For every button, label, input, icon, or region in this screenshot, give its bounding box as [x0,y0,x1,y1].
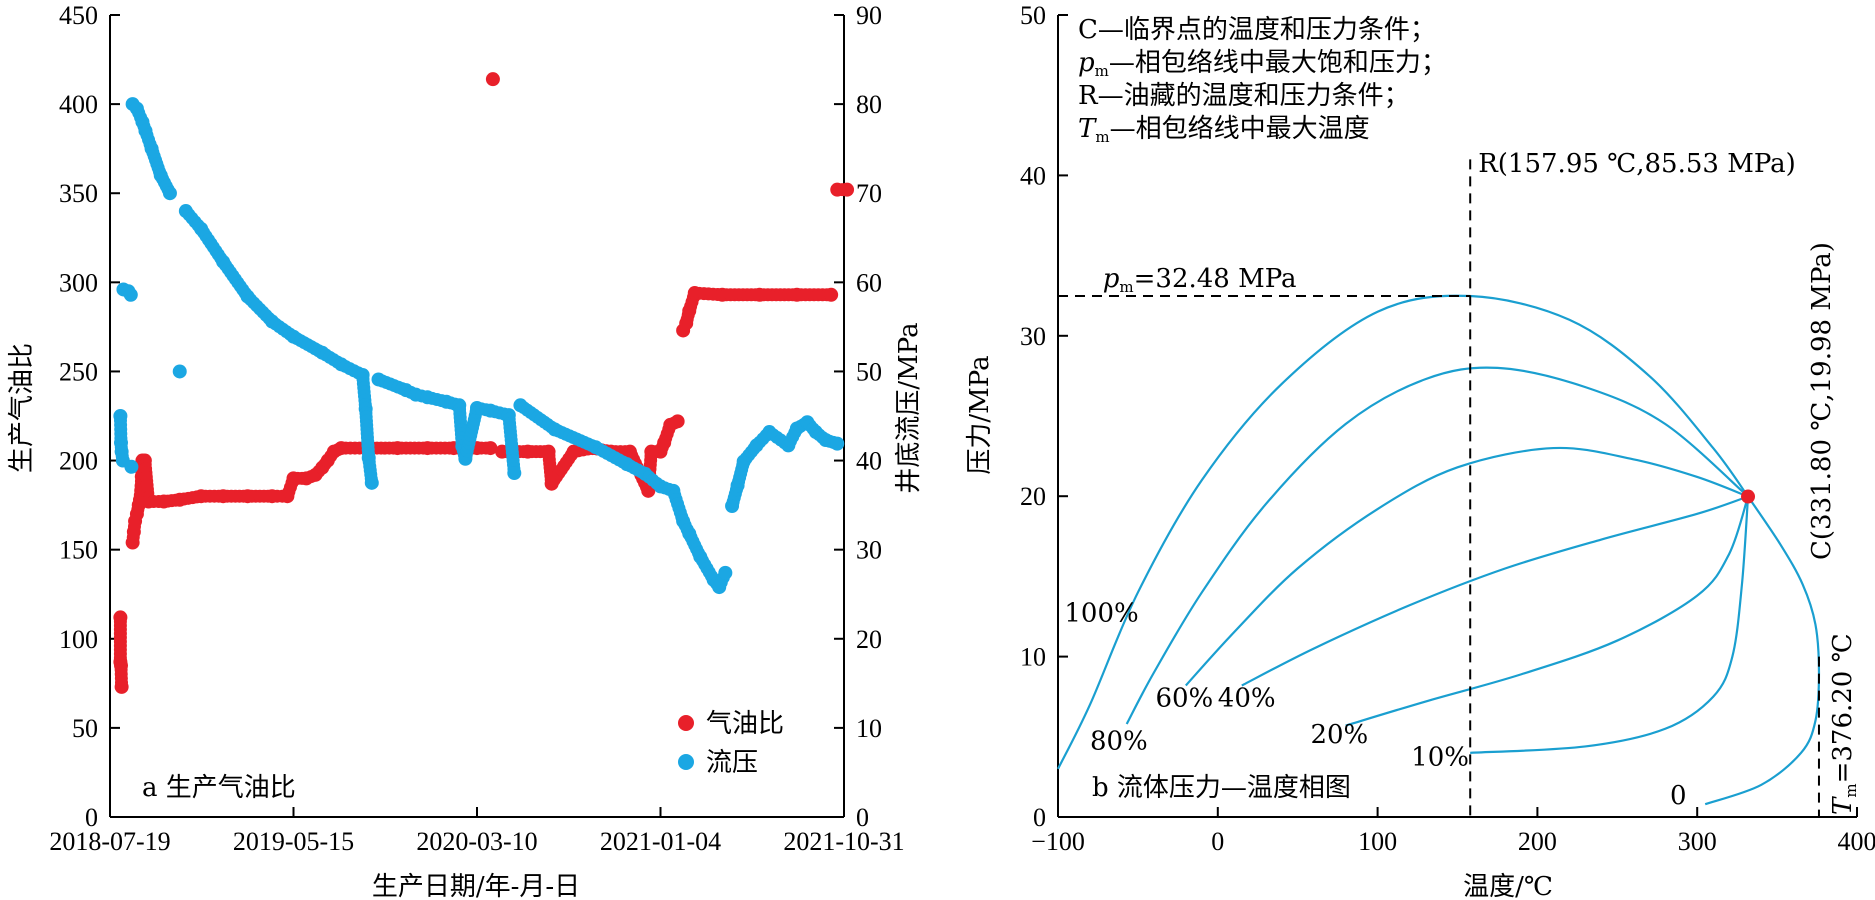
quality-curve-100pct [1057,294,1749,770]
gor-point [840,182,855,197]
panel-a-axes: 0 50 100 150 200 250 300 350 400 450 0 10 20 30 40 50 60… [49,1,904,856]
critical-point-label: C(331.80 ℃,19.98 MPa) [1807,242,1837,560]
panel-a-x-axis-title: 生产日期/年-月-日 [372,872,580,900]
right-y-tick-label: 70 [856,179,882,208]
phase-envelope-curves [1057,294,1821,806]
quality-line-labels: 100% 80%60% 40% 20% 10% 0 [1064,598,1686,811]
quality-curve-0 [1704,495,1821,806]
legend-gor-marker [678,715,694,731]
max-temperature-label: Tm=376.20 ℃ [1828,633,1860,815]
panel-b-x-axis-title: 温度/℃ [1463,872,1553,900]
x-tick-label: 0 [1211,827,1224,856]
y-tick-label: 10 [1020,643,1046,672]
y-tick-label: 40 [1020,161,1046,190]
quality-curve-10pct [1470,496,1750,754]
x-tick-label: 400 [1838,827,1875,856]
x-tick-label: 300 [1678,827,1717,856]
pressure-series [113,97,845,595]
left-y-tick-label: 400 [59,90,98,119]
pressure-point [162,186,177,201]
y-tick-label: 0 [1033,803,1046,832]
quality-curve-80pct [1125,366,1749,725]
left-y-tick-label: 300 [59,268,98,297]
gor-series [113,72,855,694]
pressure-point [830,436,845,451]
note-line: pm—相包络线中最大饱和压力； [1078,48,1447,80]
right-y-tick-label: 0 [856,803,869,832]
x-tick-label: 2019-05-15 [233,827,354,856]
curve-label: 60% [1155,683,1213,713]
y-tick-label: 20 [1020,482,1046,511]
legend-gor-label: 气油比 [706,709,784,739]
x-tick-label: 2018-07-19 [49,827,170,856]
panel-b-legend-notes: C—临界点的温度和压力条件；pm—相包络线中最大饱和压力；R—油藏的温度和压力条… [1078,15,1447,146]
quality-curve-20pct [1345,496,1750,727]
reservoir-label: R(157.95 ℃,85.53 MPa) [1478,149,1796,179]
pressure-point [172,364,187,379]
x-tick-label: 2021-10-31 [783,827,904,856]
left-y-tick-label: 450 [59,1,98,30]
x-tick-label: 100 [1358,827,1397,856]
note-line: Tm—相包络线中最大温度 [1078,114,1370,146]
quality-curve-40pct [1241,495,1749,687]
panel-b-label: b 流体压力—温度相图 [1092,773,1351,803]
note-line: R—油藏的温度和压力条件； [1078,81,1410,111]
legend-pressure-label: 流压 [706,748,758,778]
curve-label: 80% [1090,727,1148,757]
gor-point [485,72,500,87]
x-tick-label: 200 [1518,827,1557,856]
curve-label: 10% [1411,743,1469,773]
panel-a-left-axis-title: 生产气油比 [7,343,37,473]
x-tick-label: 2021-01-04 [600,827,721,856]
left-y-tick-label: 250 [59,357,98,386]
critical-point-marker [1741,489,1756,504]
panel-b-annotations: R(157.95 ℃,85.53 MPa) pm=32.48 MPa Tm=376.… [1058,149,1860,817]
pressure-point [124,459,139,474]
curve-label: 40% [1218,683,1276,713]
right-y-tick-label: 30 [856,536,882,565]
pressure-point [123,287,138,302]
note-line: C—临界点的温度和压力条件； [1078,15,1436,45]
left-y-tick-label: 0 [85,803,98,832]
pressure-point [718,565,733,580]
x-tick-label: 2020-03-10 [416,827,537,856]
left-y-tick-label: 50 [72,714,98,743]
right-y-tick-label: 10 [856,714,882,743]
left-y-tick-label: 350 [59,179,98,208]
left-y-tick-label: 200 [59,447,98,476]
legend-pressure-marker [678,754,694,770]
quality-curve-60pct [1185,446,1749,687]
pressure-point [364,475,379,490]
pressure-point [507,466,522,481]
panel-a-label: a 生产气油比 [142,773,296,803]
curve-label: 0 [1670,781,1687,811]
curve-label: 100% [1064,598,1138,628]
gor-point [114,679,129,694]
right-y-tick-label: 60 [856,268,882,297]
left-y-tick-label: 100 [59,625,98,654]
right-y-tick-label: 40 [856,447,882,476]
panel-b-y-axis-title: 压力/MPa [965,355,995,474]
panel-a-legend: 气油比 流压 [678,709,784,778]
right-y-tick-label: 80 [856,90,882,119]
curve-label: 20% [1310,720,1368,750]
right-y-tick-label: 90 [856,1,882,30]
x-tick-label: −100 [1031,827,1085,856]
y-tick-label: 50 [1020,1,1046,30]
right-y-tick-label: 50 [856,357,882,386]
left-y-tick-label: 150 [59,536,98,565]
panel-a-right-axis-title: 井底流压/MPa [894,322,924,493]
gor-point [670,414,685,429]
gor-point [824,287,839,302]
gor-point [483,441,498,456]
max-pressure-label: pm=32.48 MPa [1103,264,1297,296]
right-y-tick-label: 20 [856,625,882,654]
y-tick-label: 30 [1020,322,1046,351]
panel-a-gor-chart: 0 50 100 150 200 250 300 350 400 450 0 10 20 30 40 50 60… [7,1,924,900]
